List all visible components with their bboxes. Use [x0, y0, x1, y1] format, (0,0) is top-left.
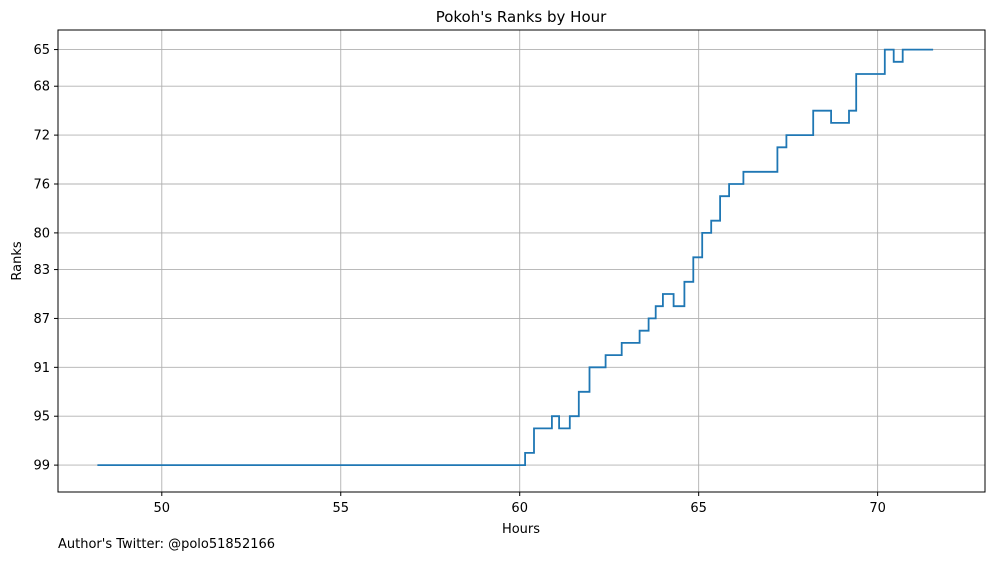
- y-tick-label: 91: [33, 361, 50, 376]
- x-axis-label: Hours: [502, 522, 540, 537]
- series-group: [97, 48, 934, 466]
- x-tick-label: 60: [511, 501, 528, 516]
- chart-title: Pokoh's Ranks by Hour: [436, 8, 607, 26]
- plot-frame: [57, 29, 986, 493]
- y-tick-label: 99: [33, 459, 50, 474]
- y-tick-label: 83: [33, 263, 50, 278]
- y-axis-label: Ranks: [10, 241, 25, 280]
- x-tick-label: 50: [154, 501, 171, 516]
- y-tick-label: 87: [33, 312, 50, 327]
- rank-step-line: [97, 48, 934, 466]
- y-tick-label: 95: [33, 410, 50, 425]
- author-credit: Author's Twitter: @polo51852166: [58, 537, 276, 552]
- y-tick-label: 72: [33, 129, 50, 144]
- y-tick-label: 68: [33, 80, 50, 95]
- y-tick-label: 76: [33, 178, 50, 193]
- x-axis: 50 55 60 65 70: [154, 492, 886, 516]
- x-tick-label: 55: [332, 501, 349, 516]
- y-tick-label: 80: [33, 226, 50, 241]
- x-tick-label: 65: [690, 501, 707, 516]
- y-tick-label: 65: [33, 43, 50, 58]
- y-axis: 65 68 72 76 80 83 87 91 95 99: [33, 43, 58, 474]
- gridlines: [58, 30, 985, 492]
- x-tick-label: 70: [869, 501, 886, 516]
